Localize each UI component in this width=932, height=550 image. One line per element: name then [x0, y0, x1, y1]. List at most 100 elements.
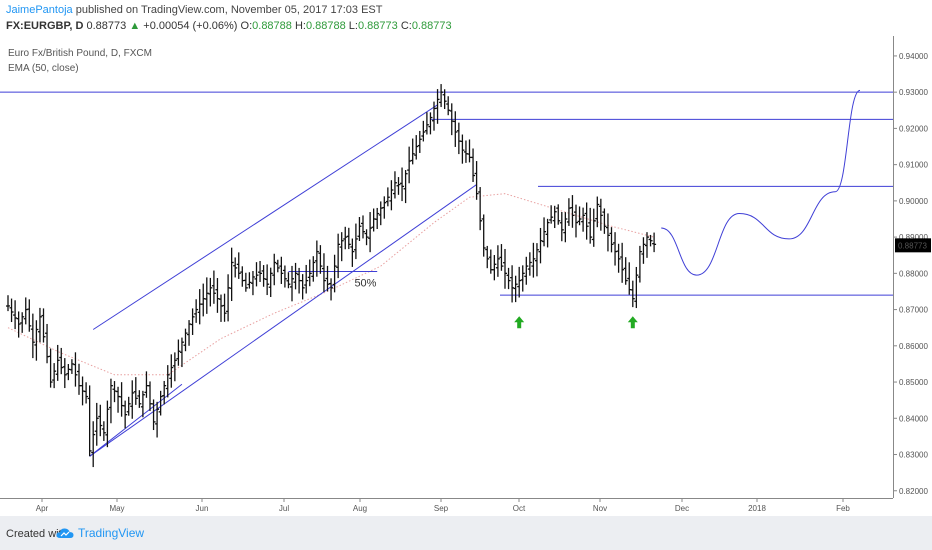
ohlc-bar	[27, 299, 32, 332]
ohlc-bar	[286, 272, 291, 289]
ohlc-bar	[368, 212, 373, 253]
ohlc-bar	[233, 257, 238, 278]
ohlc-bar	[9, 298, 14, 323]
ohlc-bar	[620, 242, 625, 283]
ohlc-bar	[282, 265, 287, 288]
ohlc-bar	[105, 400, 110, 448]
ohlc-bar	[591, 208, 596, 247]
ohlc-bar	[524, 256, 529, 285]
ohlc-bar	[570, 195, 575, 228]
ohlc-bar	[169, 354, 174, 388]
ohlc-bar	[435, 89, 440, 124]
ohlc-bar	[34, 320, 39, 361]
ohlc-bar	[91, 421, 96, 468]
low-value: 0.88773	[357, 20, 398, 32]
x-tick-label: Jul	[279, 504, 289, 513]
ohlc-bar	[392, 171, 397, 199]
ohlc-bar	[279, 256, 284, 284]
ohlc-bar	[84, 382, 89, 404]
upper-channel-line	[92, 104, 438, 330]
ohlc-bars	[6, 84, 657, 468]
tradingview-brand[interactable]: TradingView	[56, 522, 144, 544]
last-price-tag: 0.88773	[895, 238, 931, 253]
chart-legend-title: Euro Fx/British Pound, D, FXCM	[8, 48, 152, 59]
ohlc-bar	[605, 213, 610, 252]
ohlc-bar	[37, 307, 42, 343]
ohlc-bar	[272, 253, 277, 286]
ohlc-bar	[247, 272, 252, 289]
ohlc-bar	[300, 274, 305, 300]
y-tick-label: 0.88000	[899, 269, 928, 278]
ohlc-bar	[336, 233, 341, 279]
ohlc-bar	[616, 243, 621, 273]
ohlc-bar	[428, 112, 433, 135]
ohlc-bar	[460, 134, 465, 164]
x-tick-label: Apr	[36, 504, 49, 513]
ohlc-bar	[94, 402, 99, 446]
ohlc-bar	[137, 390, 142, 408]
ohlc-bar	[293, 262, 298, 290]
ohlc-bar	[87, 385, 92, 457]
last-price-tag-text: 0.88773	[898, 241, 927, 250]
ohlc-bar	[389, 180, 394, 211]
y-tick-label: 0.82000	[899, 487, 928, 496]
ohlc-bar	[375, 207, 380, 230]
symbol-label: FX:EURGBP, D	[6, 20, 84, 32]
ohlc-bar	[6, 295, 10, 312]
ohlc-bar	[385, 187, 390, 207]
ohlc-bar	[545, 218, 550, 248]
x-tick-label: Feb	[836, 504, 850, 513]
ohlc-bar	[520, 265, 525, 292]
ohlc-bar	[506, 267, 511, 290]
ohlc-bar	[542, 217, 547, 247]
quote-line: FX:EURGBP, D 0.88773 ▲ +0.00054 (+0.06%)…	[6, 20, 452, 32]
y-tick-label: 0.83000	[899, 451, 928, 460]
ohlc-bar	[318, 245, 323, 274]
support-trend-line	[89, 383, 183, 457]
open-value: 0.88788	[252, 20, 292, 32]
ohlc-bar	[98, 404, 103, 437]
ohlc-bar	[527, 252, 532, 276]
ohlc-bar	[396, 177, 401, 195]
ohlc-bar	[258, 260, 263, 282]
ohlc-bar	[549, 205, 554, 224]
y-tick-label: 0.90000	[899, 197, 928, 206]
ohlc-bar	[534, 243, 539, 277]
ohlc-bar	[382, 196, 387, 219]
ohlc-bar	[321, 253, 326, 293]
ohlc-bar	[478, 187, 483, 231]
author-link[interactable]: JaimePantoja	[6, 4, 73, 16]
ohlc-bar	[165, 365, 170, 398]
ohlc-bar	[364, 229, 369, 246]
x-tick-label: Sep	[434, 504, 449, 513]
ohlc-bar	[481, 214, 486, 257]
x-tick-label: Jun	[196, 504, 209, 513]
ohlc-bar	[314, 240, 319, 277]
ohlc-bar	[410, 138, 415, 165]
ohlc-bar	[140, 390, 145, 418]
ohlc-bar	[20, 312, 25, 333]
tradingview-link[interactable]: TradingView	[78, 526, 145, 540]
ohlc-bar	[101, 421, 106, 441]
published-text: published on TradingView.com, November 0…	[75, 4, 383, 16]
ohlc-bar	[208, 277, 213, 307]
y-tick-label: 0.92000	[899, 124, 928, 133]
ohlc-bar	[304, 264, 309, 294]
ohlc-bar	[577, 206, 582, 226]
ema-50-line	[7, 193, 655, 376]
ohlc-bar	[179, 337, 184, 368]
ohlc-bar	[229, 247, 234, 302]
price-chart[interactable]: Euro Fx/British Pound, D, FXCM EMA (50, …	[0, 36, 932, 514]
close-label: C:	[400, 20, 412, 32]
ohlc-bar	[343, 226, 348, 250]
ohlc-bar	[652, 232, 657, 253]
ohlc-bar	[421, 120, 426, 142]
ohlc-bar	[453, 111, 458, 147]
created-with-text: Created with	[6, 528, 68, 540]
ohlc-bar	[574, 204, 578, 238]
ohlc-bar	[62, 358, 67, 389]
ohlc-bar	[332, 254, 337, 293]
ohlc-bar	[265, 264, 270, 296]
ohlc-bar	[30, 313, 35, 359]
y-tick-label: 0.93000	[899, 88, 928, 97]
